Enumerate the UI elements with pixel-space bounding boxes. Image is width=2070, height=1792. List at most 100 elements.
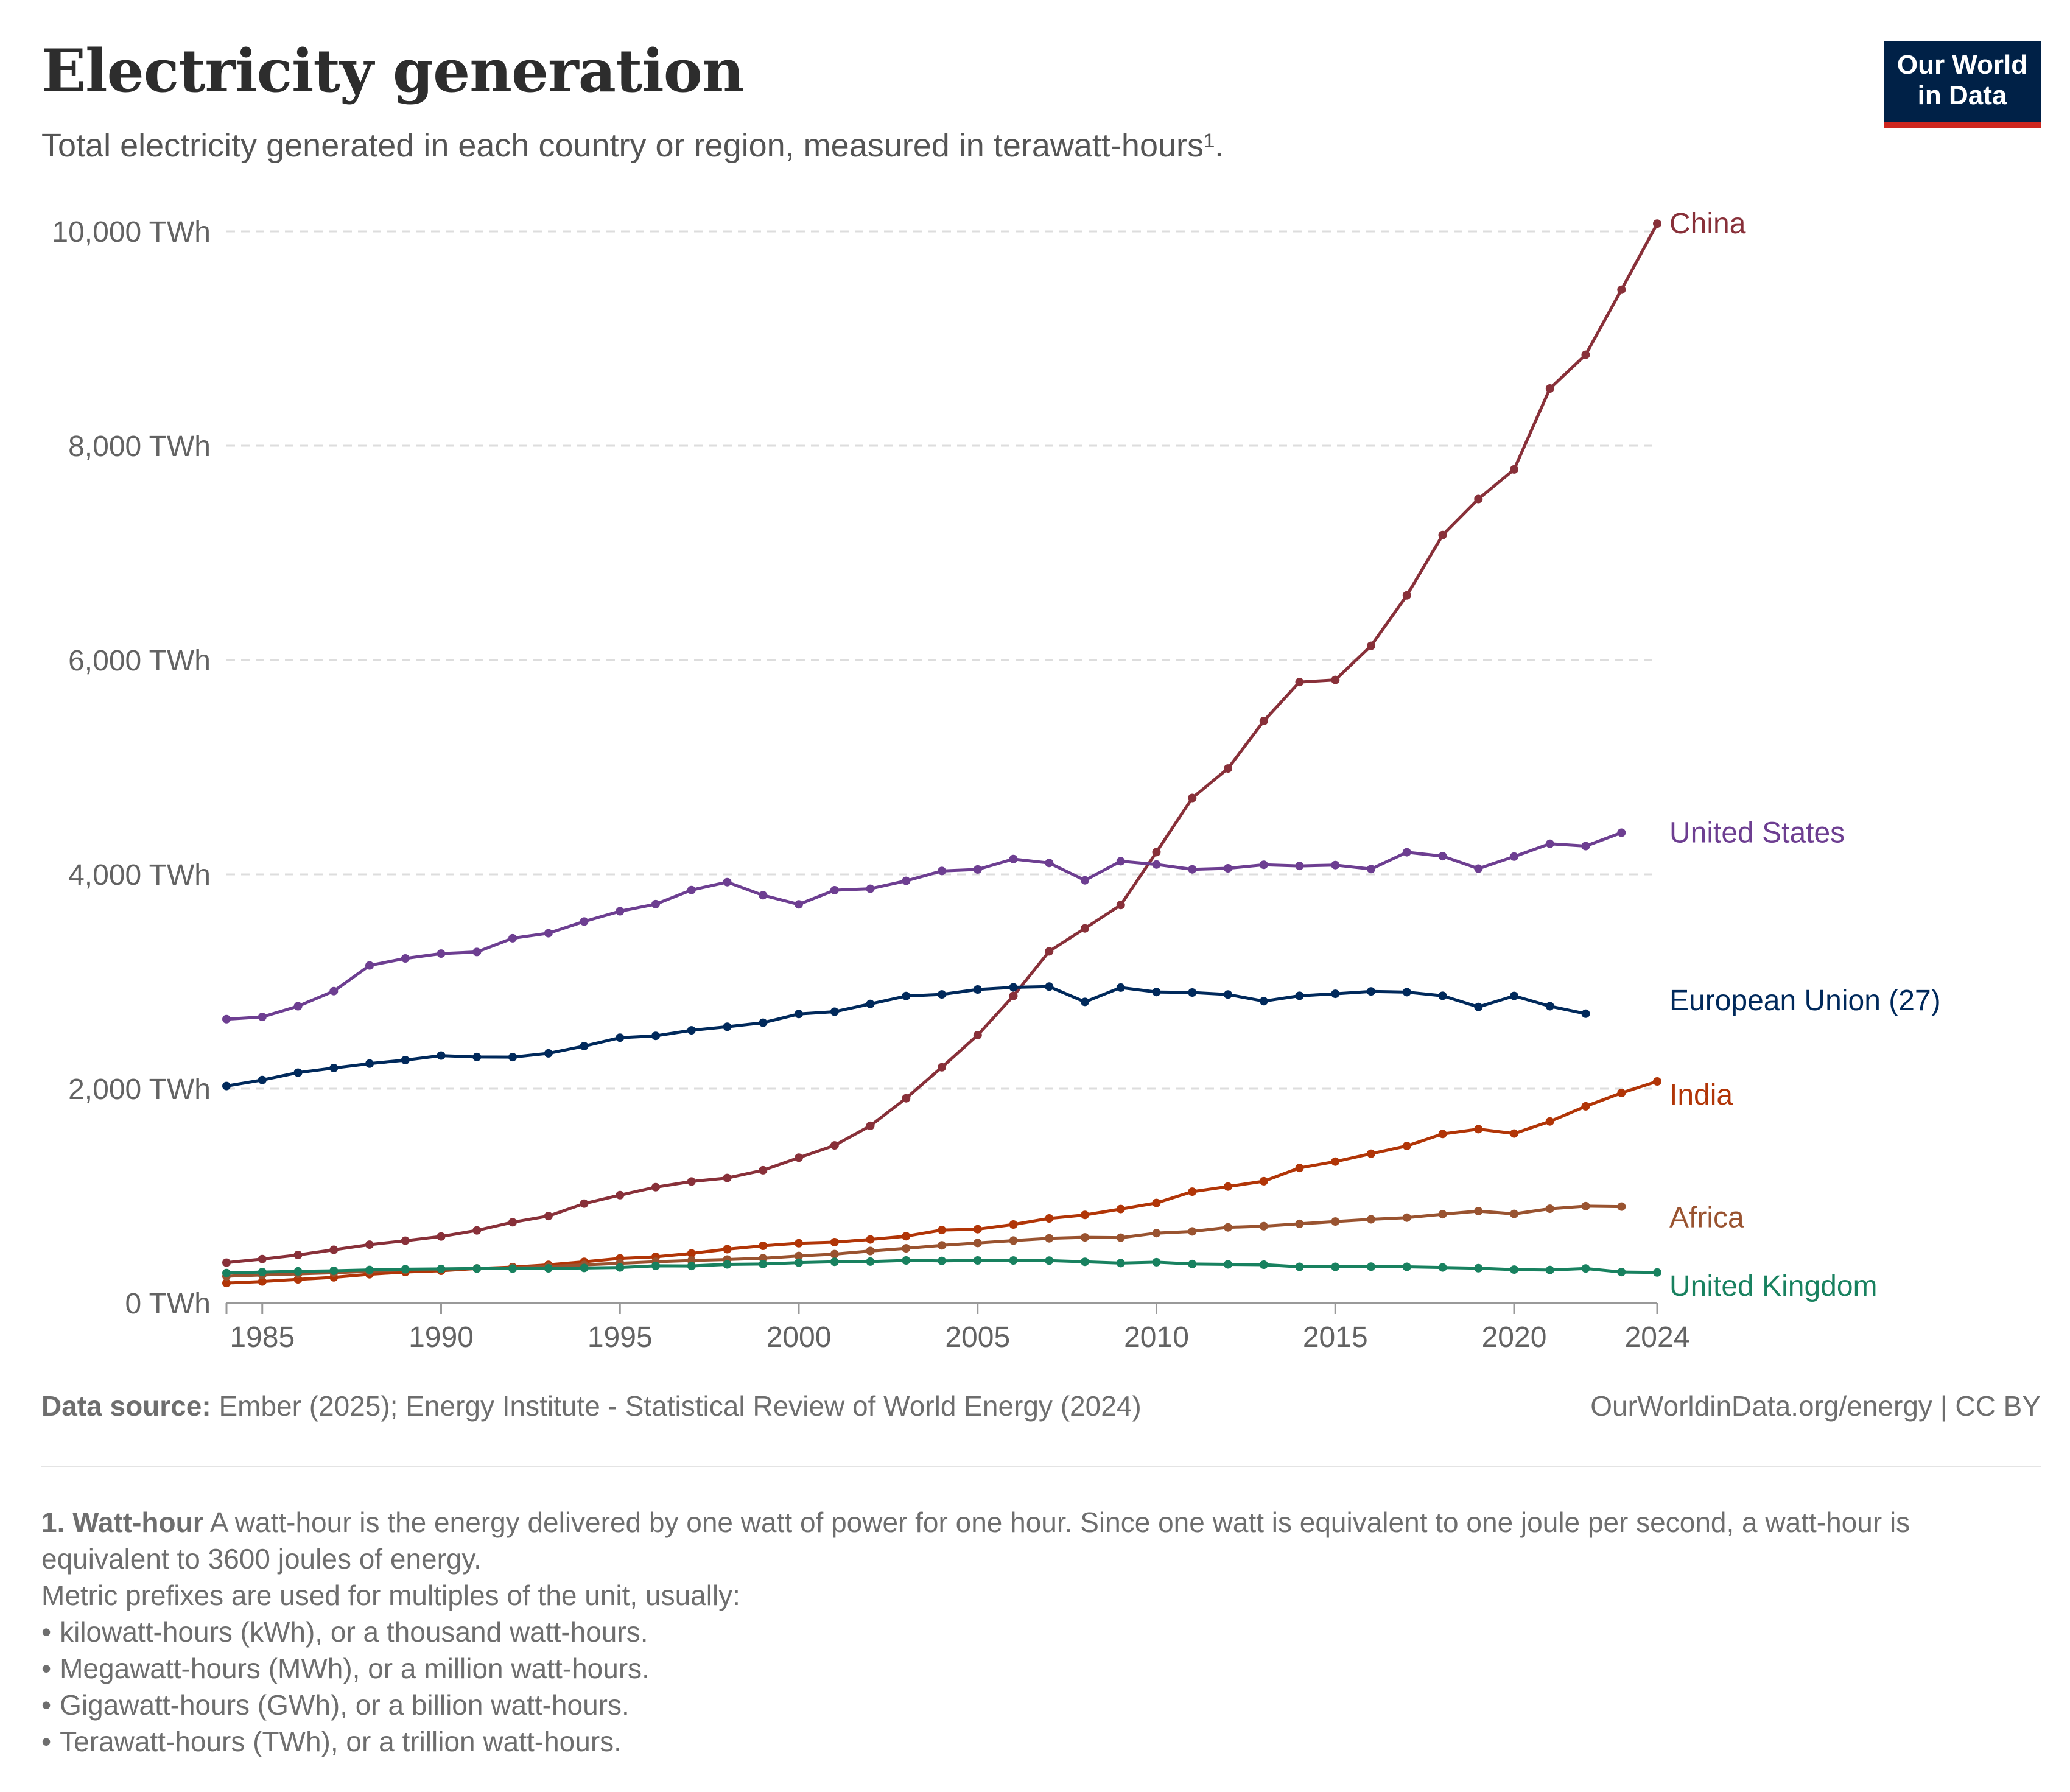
data-point [222, 1081, 231, 1091]
data-point [258, 1075, 267, 1084]
data-point [1545, 1002, 1554, 1011]
data-point [1045, 982, 1054, 991]
data-point [1474, 1263, 1483, 1273]
data-point [1116, 857, 1125, 866]
data-point [437, 1264, 446, 1273]
series-label: European Union (27) [1669, 985, 1941, 1017]
data-point [902, 1232, 911, 1241]
data-point [938, 1256, 946, 1265]
data-point [472, 1052, 482, 1061]
data-point [1510, 852, 1518, 861]
chart-subtitle: Total electricity generated in each coun… [41, 127, 1224, 164]
data-source: Data source: Ember (2025); Energy Instit… [41, 1390, 1142, 1422]
data-point [365, 1240, 374, 1249]
x-tick-label: 2015 [1303, 1321, 1368, 1354]
series-label: United States [1669, 817, 1845, 849]
data-point [938, 1226, 946, 1235]
data-point [1581, 1102, 1590, 1111]
data-point [258, 1277, 267, 1286]
data-point [580, 917, 589, 926]
data-point [651, 899, 660, 908]
data-point [1295, 862, 1304, 871]
data-point [1295, 1219, 1304, 1228]
data-point [401, 1236, 410, 1245]
data-point [973, 1256, 982, 1265]
data-point [1367, 1262, 1375, 1271]
data-point [1116, 983, 1125, 992]
license-link[interactable]: | CC BY [1940, 1390, 2041, 1422]
data-point [830, 886, 839, 894]
data-point [1045, 947, 1054, 956]
x-tick-label: 2024 [1625, 1321, 1690, 1354]
data-point [687, 1026, 696, 1035]
owid-logo[interactable]: Our World in Data [1884, 41, 2041, 128]
data-point [1331, 1262, 1340, 1271]
x-tick-label: 2000 [767, 1321, 832, 1354]
y-tick-label: 10,000 TWh [52, 216, 211, 248]
data-point [723, 1022, 732, 1031]
data-point [1295, 678, 1304, 687]
data-point [759, 1259, 768, 1268]
data-point [795, 1153, 803, 1162]
data-point [1510, 1209, 1518, 1218]
data-point [1224, 864, 1232, 873]
data-point [1367, 641, 1375, 650]
data-point [1510, 991, 1518, 1000]
data-point [616, 1033, 625, 1042]
data-point [222, 1258, 231, 1267]
data-point [1581, 1264, 1590, 1273]
data-point [866, 1235, 875, 1244]
x-tick-label: 1995 [588, 1321, 653, 1354]
data-point [973, 1031, 982, 1039]
series-label: Africa [1669, 1202, 1744, 1234]
data-point [866, 999, 875, 1008]
data-point [1224, 1182, 1232, 1191]
data-point [687, 1262, 696, 1271]
data-point [1653, 1077, 1661, 1086]
data-point [795, 1010, 803, 1019]
data-point [580, 1263, 589, 1273]
data-point [1653, 219, 1661, 228]
source-url-link[interactable]: OurWorldinData.org/energy [1590, 1390, 1932, 1422]
data-point [723, 1173, 732, 1182]
data-point [1581, 350, 1590, 359]
data-point [795, 1251, 803, 1260]
data-point [1009, 1220, 1018, 1229]
footnote-item: Gigawatt-hours (GWh), or a billion watt-… [41, 1687, 1990, 1723]
data-point [329, 1267, 339, 1275]
data-point [1367, 987, 1375, 996]
data-point [1152, 1257, 1161, 1267]
data-point [1188, 793, 1197, 803]
data-point [1259, 717, 1268, 725]
x-tick-label: 2010 [1124, 1321, 1189, 1354]
data-point [687, 885, 696, 894]
data-point [1474, 864, 1483, 873]
data-point [401, 954, 410, 963]
series-lines [222, 219, 1661, 1288]
x-tick-label: 1985 [230, 1321, 295, 1354]
data-point [222, 1279, 231, 1288]
data-point [544, 1264, 553, 1273]
data-point [437, 1232, 446, 1241]
data-source-text[interactable]: Ember (2025); Energy Institute - Statist… [219, 1390, 1142, 1422]
data-point [544, 1049, 553, 1058]
data-source-label: Data source: [41, 1390, 211, 1422]
data-point [401, 1056, 410, 1064]
data-point [1152, 988, 1161, 997]
data-point [830, 1007, 839, 1016]
data-point [508, 1264, 517, 1273]
footnote-item: kilowatt-hours (kWh), or a thousand watt… [41, 1614, 1990, 1650]
data-point [1402, 1142, 1411, 1150]
data-point [1331, 675, 1340, 684]
data-point [472, 1264, 482, 1273]
x-tick-label: 2005 [945, 1321, 1010, 1354]
data-point [1009, 991, 1018, 1000]
data-point [1331, 860, 1340, 870]
data-point [1259, 1260, 1268, 1269]
y-tick-label: 6,000 TWh [68, 645, 211, 677]
data-point [1545, 1117, 1554, 1126]
data-point [401, 1265, 410, 1274]
data-point [293, 1002, 303, 1011]
data-point [1116, 1259, 1125, 1268]
data-point [1617, 1089, 1626, 1097]
